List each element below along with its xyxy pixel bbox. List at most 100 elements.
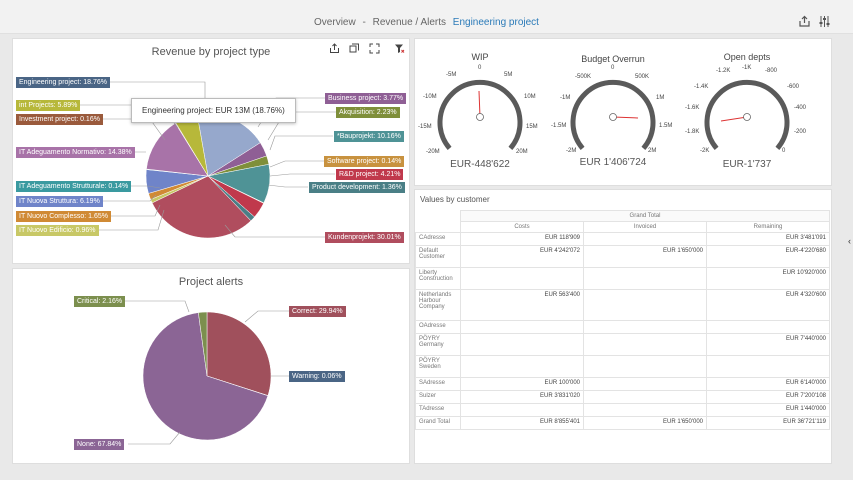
- export-icon[interactable]: [798, 15, 812, 29]
- collapse-arrow-icon[interactable]: ‹: [848, 236, 851, 246]
- row-header: Netherlands Harbour Company: [415, 289, 461, 321]
- table-row[interactable]: Netherlands Harbour Company EUR 563'400 EU…: [415, 289, 830, 321]
- table-row[interactable]: PÖYRY Germany EUR 7'440'000: [415, 333, 830, 356]
- cell-remaining: EUR 7'440'000: [706, 333, 830, 356]
- top-bar: Overview - Revenue / Alerts Engineering …: [0, 0, 853, 34]
- cell-remaining: EUR 7'200'108: [706, 390, 830, 404]
- budget-tick-8: 2M: [648, 148, 656, 154]
- multiselect-icon[interactable]: [346, 40, 362, 56]
- maximize-icon[interactable]: [366, 40, 382, 56]
- open-tick-7: -600: [787, 84, 800, 90]
- col-invoiced[interactable]: Invoiced: [583, 221, 707, 233]
- values-table: Grand Total Costs Invoiced Remaining CAd…: [415, 210, 830, 430]
- label-warning: Warning: 0.06%: [289, 371, 345, 382]
- open-depts-gauge-value: EUR-1'737: [722, 159, 772, 170]
- cell-costs: [460, 320, 584, 334]
- wip-tick-3: -5M: [446, 72, 456, 78]
- export-icon[interactable]: [326, 40, 342, 56]
- label-engineering: Engineering project: 18.76%: [16, 77, 110, 88]
- label-kundenprojekt: Kundenprojekt: 30.01%: [325, 232, 404, 243]
- table-row[interactable]: Sulzer EUR 3'831'020 EUR 7'200'108: [415, 390, 830, 404]
- open-tick-10: 0: [782, 148, 786, 154]
- open-depts-gauge: -2K -1.8K -1.6K -1.4K -1.2K -1K -800 -60…: [685, 65, 807, 154]
- cell-costs: EUR 8'855'401: [460, 416, 584, 430]
- label-correct: Correct: 29.94%: [289, 306, 346, 317]
- values-table-title: Values by customer: [420, 195, 490, 204]
- wip-tick-5: 5M: [504, 72, 512, 78]
- cell-invoiced: [583, 390, 707, 404]
- row-header: Liberty Construction: [415, 267, 461, 290]
- cell-remaining: EUR 36'721'119: [706, 416, 830, 430]
- label-adeguamento-strutturale: IT Adeguamento Strutturale: 0.14%: [16, 181, 132, 192]
- cell-costs: [460, 267, 584, 290]
- parameters-icon[interactable]: [818, 15, 832, 29]
- col-remaining[interactable]: Remaining: [706, 221, 830, 233]
- open-tick-4: -1.2K: [716, 68, 730, 74]
- wip-tick-2: -10M: [423, 94, 437, 100]
- label-business: Business project: 3.77%: [325, 93, 407, 104]
- open-tick-1: -1.8K: [685, 129, 699, 135]
- label-rnd: R&D project: 4.21%: [336, 169, 404, 180]
- cell-costs: EUR 100'000: [460, 377, 584, 391]
- slice-kundenprojekt[interactable]: [151, 175, 252, 239]
- row-header: CAdresse: [415, 232, 461, 246]
- budget-tick-6: 1M: [656, 95, 664, 101]
- budget-tick-7: 1.5M: [659, 123, 672, 129]
- cell-remaining: EUR 4'320'600: [706, 289, 830, 321]
- table-row[interactable]: PÖYRY Sweden: [415, 355, 830, 378]
- budget-tick-0: -2M: [566, 148, 576, 154]
- chart-tooltip: Engineering project: EUR 13M (18.76%): [131, 98, 296, 123]
- row-header: SAdresse: [415, 377, 461, 391]
- revenue-chart-title: Revenue by project type: [151, 46, 271, 58]
- budget-tick-5: 500K: [635, 74, 649, 80]
- table-row[interactable]: TAdresse EUR 1'440'000: [415, 403, 830, 417]
- cell-invoiced: [583, 320, 707, 334]
- label-int-projects: int Projects: 5.89%: [16, 100, 81, 111]
- table-row[interactable]: Default Customer EUR 4'242'072 EUR 1'650'0…: [415, 245, 830, 268]
- cell-invoiced: [583, 355, 707, 378]
- col-costs[interactable]: Costs: [460, 221, 584, 233]
- label-bauprojekt: *Bauprojekt: 10.16%: [334, 131, 404, 142]
- cell-remaining: EUR 3'481'091: [706, 232, 830, 246]
- label-adeguamento-normativo: IT Adeguamento Normativo: 14.38%: [16, 147, 135, 158]
- open-tick-5: -1K: [742, 65, 751, 71]
- row-header: TAdresse: [415, 403, 461, 417]
- cell-remaining: EUR 10'920'000: [706, 267, 830, 290]
- table-row[interactable]: OAdresse: [415, 320, 830, 334]
- table-row[interactable]: SAdresse EUR 100'000 EUR 6'140'000: [415, 377, 830, 391]
- alerts-chart-title: Project alerts: [178, 276, 244, 288]
- breadcrumb-engineering-project[interactable]: Engineering project: [452, 17, 539, 28]
- clear-filter-icon[interactable]: [391, 40, 407, 56]
- table-row[interactable]: Liberty Construction EUR 10'920'000: [415, 267, 830, 290]
- cell-costs: EUR 3'831'020: [460, 390, 584, 404]
- wip-tick-7: 15M: [526, 124, 538, 130]
- label-product-development: Product development: 1.36%: [309, 182, 405, 193]
- open-tick-8: -400: [794, 105, 807, 111]
- grand-total-header: Grand Total: [460, 210, 830, 222]
- cell-remaining: EUR-4'220'680: [706, 245, 830, 268]
- wip-tick-6: 10M: [524, 94, 536, 100]
- table-row[interactable]: Grand Total EUR 8'855'401 EUR 1'650'000 EUR…: [415, 416, 830, 430]
- table-row[interactable]: CAdresse EUR 118'909 EUR 3'481'091: [415, 232, 830, 246]
- open-depts-gauge-title: Open depts: [723, 52, 771, 62]
- row-header: Grand Total: [415, 416, 461, 430]
- open-tick-0: -2K: [700, 148, 709, 154]
- wip-tick-4: 0: [478, 65, 482, 71]
- breadcrumb-revenue-alerts[interactable]: Revenue / Alerts: [372, 17, 446, 28]
- cell-remaining: [706, 320, 830, 334]
- cell-invoiced: [583, 232, 707, 246]
- budget-gauge-title: Budget Overrun: [581, 54, 645, 64]
- wip-tick-0: -20M: [426, 149, 440, 155]
- cell-remaining: EUR 6'140'000: [706, 377, 830, 391]
- cell-remaining: [706, 355, 830, 378]
- label-critical: Critical: 2.16%: [74, 296, 126, 307]
- breadcrumb-overview[interactable]: Overview: [314, 17, 356, 28]
- row-header: Sulzer: [415, 390, 461, 404]
- row-header: PÖYRY Sweden: [415, 355, 461, 378]
- cell-invoiced: [583, 333, 707, 356]
- open-tick-3: -1.4K: [694, 84, 708, 90]
- cell-remaining: EUR 1'440'000: [706, 403, 830, 417]
- cell-invoiced: EUR 1'650'000: [583, 245, 707, 268]
